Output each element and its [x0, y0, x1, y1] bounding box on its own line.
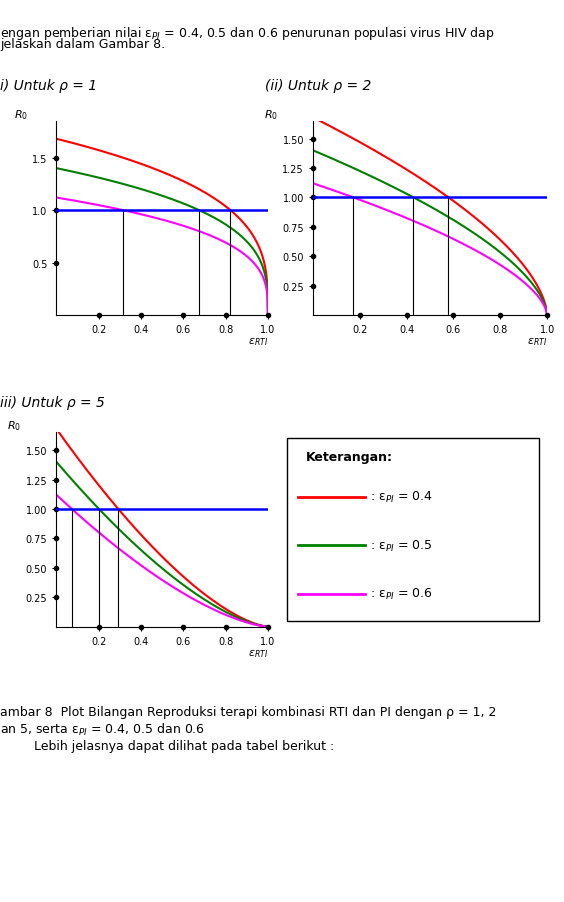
Text: : ε$_{PI}$ = 0.5: : ε$_{PI}$ = 0.5	[370, 538, 433, 553]
Text: i) Untuk ρ = 1: i) Untuk ρ = 1	[0, 79, 97, 94]
Text: Lebih jelasnya dapat dilihat pada tabel berikut :: Lebih jelasnya dapat dilihat pada tabel …	[34, 740, 334, 752]
Text: iii) Untuk ρ = 5: iii) Untuk ρ = 5	[0, 395, 105, 410]
Text: (ii) Untuk ρ = 2: (ii) Untuk ρ = 2	[265, 79, 372, 94]
Text: an 5, serta ε$_{PI}$ = 0.4, 0.5 dan 0.6: an 5, serta ε$_{PI}$ = 0.4, 0.5 dan 0.6	[0, 722, 205, 738]
X-axis label: $\varepsilon_{RTI}$: $\varepsilon_{RTI}$	[527, 336, 547, 348]
Text: Keterangan:: Keterangan:	[306, 450, 393, 464]
Text: jelaskan dalam Gambar 8.: jelaskan dalam Gambar 8.	[0, 38, 165, 51]
Text: ambar 8  Plot Bilangan Reproduksi terapi kombinasi RTI dan PI dengan ρ = 1, 2: ambar 8 Plot Bilangan Reproduksi terapi …	[0, 705, 496, 718]
FancyBboxPatch shape	[287, 438, 539, 621]
X-axis label: $\varepsilon_{RTI}$: $\varepsilon_{RTI}$	[248, 648, 268, 659]
Y-axis label: $R_0$: $R_0$	[7, 419, 21, 433]
Y-axis label: $R_0$: $R_0$	[14, 108, 28, 122]
Text: engan pemberian nilai ε$_{PI}$ = 0.4, 0.5 dan 0.6 penurunan populasi virus HIV d: engan pemberian nilai ε$_{PI}$ = 0.4, 0.…	[0, 25, 495, 42]
X-axis label: $\varepsilon_{RTI}$: $\varepsilon_{RTI}$	[248, 336, 268, 348]
Text: : ε$_{PI}$ = 0.6: : ε$_{PI}$ = 0.6	[370, 586, 433, 602]
Text: : ε$_{PI}$ = 0.4: : ε$_{PI}$ = 0.4	[370, 490, 433, 504]
Y-axis label: $R_0$: $R_0$	[264, 108, 278, 122]
